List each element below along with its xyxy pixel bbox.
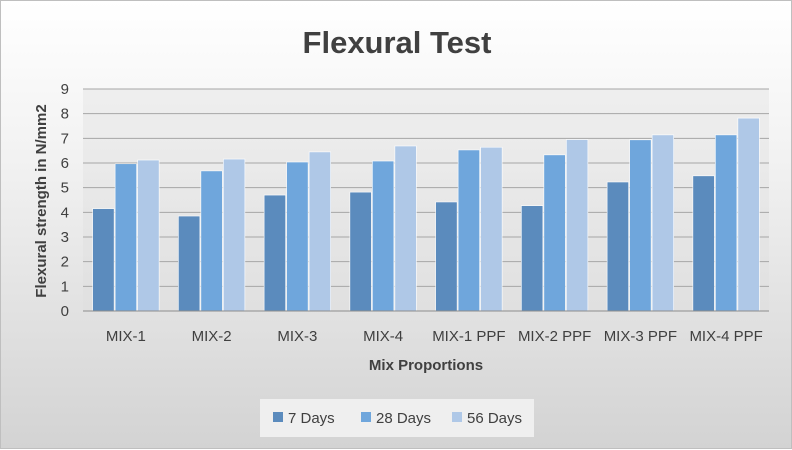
y-tick-label: 4 <box>61 204 69 221</box>
bar <box>435 201 458 312</box>
legend-label: 7 Days <box>288 410 335 427</box>
bar <box>308 151 331 312</box>
legend-swatch <box>361 412 371 422</box>
bar <box>737 117 760 312</box>
x-tick-label: MIX-2 PPF <box>518 328 591 345</box>
y-tick-label: 5 <box>61 180 69 197</box>
bar <box>543 154 566 312</box>
bar <box>692 175 715 312</box>
x-axis-title: Mix Proportions <box>369 357 483 374</box>
y-tick-labels: 0 1 2 3 4 5 6 7 8 9 <box>61 81 69 320</box>
bar <box>223 158 246 312</box>
x-tick-label: MIX-3 PPF <box>604 328 677 345</box>
chart-title: Flexural Test <box>303 25 492 60</box>
x-tick-labels: MIX-1 MIX-2 MIX-3 MIX-4 MIX-1 PPF MIX-2 PPF MI… <box>106 328 763 345</box>
x-tick-label: MIX-1 <box>106 328 146 345</box>
y-tick-label: 3 <box>61 229 69 246</box>
bar <box>286 161 309 312</box>
y-tick-label: 7 <box>61 130 69 147</box>
bar <box>263 194 286 312</box>
bar <box>629 139 652 312</box>
y-axis-title: Flexural strength in N/mm2 <box>33 104 50 297</box>
legend-swatch <box>452 412 462 422</box>
bar <box>200 170 223 312</box>
y-tick-label: 6 <box>61 155 69 172</box>
x-tick-label: MIX-4 PPF <box>689 328 762 345</box>
bar <box>606 181 629 312</box>
y-tick-label: 8 <box>61 106 69 123</box>
x-tick-label: MIX-4 <box>363 328 403 345</box>
y-tick-label: 1 <box>61 278 69 295</box>
bar <box>715 134 738 312</box>
bar <box>566 139 589 312</box>
bar <box>651 134 674 312</box>
legend-label: 56 Days <box>467 410 522 427</box>
bars <box>92 117 760 312</box>
bar <box>349 191 372 312</box>
x-tick-label: MIX-2 <box>192 328 232 345</box>
x-tick-label: MIX-3 <box>277 328 317 345</box>
bar <box>521 205 544 312</box>
legend: 7 Days 28 Days 56 Days <box>260 399 534 437</box>
bar <box>114 163 137 312</box>
x-tick-label: MIX-1 PPF <box>432 328 505 345</box>
legend-label: 28 Days <box>376 410 431 427</box>
bar <box>92 208 115 312</box>
legend-box <box>260 399 534 437</box>
y-tick-label: 0 <box>61 303 69 320</box>
bar <box>480 146 503 312</box>
y-tick-label: 2 <box>61 254 69 271</box>
bar <box>372 160 395 312</box>
bar <box>178 215 201 312</box>
bar <box>457 149 480 312</box>
y-tick-label: 9 <box>61 81 69 98</box>
bar <box>137 159 160 312</box>
bar <box>394 145 417 312</box>
legend-swatch <box>273 412 283 422</box>
